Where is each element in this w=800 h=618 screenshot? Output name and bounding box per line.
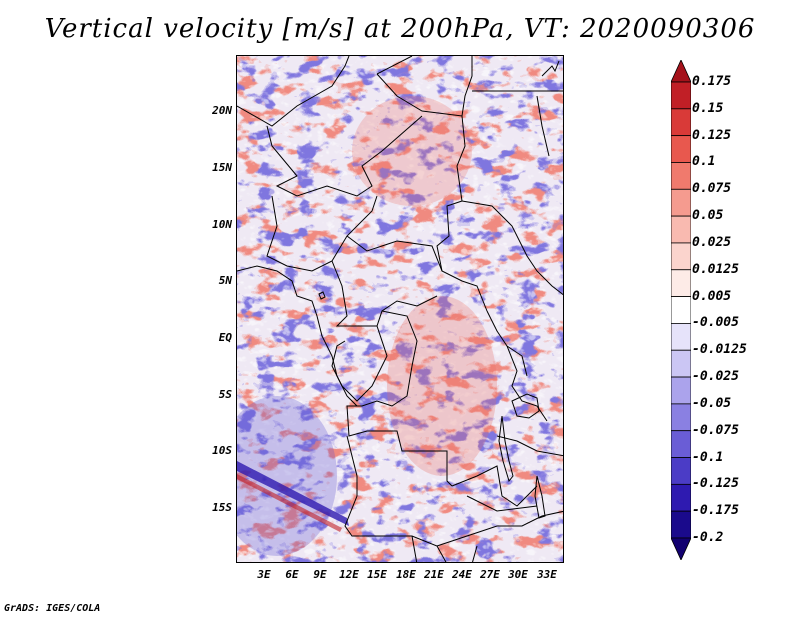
lon-label-18e: 18E bbox=[396, 568, 416, 581]
lon-label-3e: 3E bbox=[257, 568, 271, 581]
lat-label-eq: EQ bbox=[218, 331, 232, 344]
colorbar-label: 0.15 bbox=[692, 100, 724, 116]
colorbar-band bbox=[671, 215, 691, 244]
map-title: Vertical velocity [m/s] at 200hPa, VT: 2… bbox=[44, 14, 756, 44]
colorbar-label: -0.0125 bbox=[692, 342, 747, 358]
velocity-field bbox=[237, 56, 563, 562]
map-plot-area[interactable] bbox=[236, 55, 564, 563]
lat-label-5n: 5N bbox=[218, 274, 232, 287]
lon-label-24e: 24E bbox=[452, 568, 472, 581]
grads-credit: GrADS: IGES/COLA bbox=[4, 603, 101, 614]
lon-label-21e: 21E bbox=[424, 568, 444, 581]
colorbar-label: 0.125 bbox=[692, 127, 732, 143]
colorbar-band bbox=[671, 296, 691, 324]
colorbar-label: -0.125 bbox=[692, 476, 739, 492]
colorbar-band bbox=[671, 242, 691, 271]
lat-label-5s: 5S bbox=[218, 388, 232, 401]
colorbar-label: 0.05 bbox=[692, 208, 724, 224]
colorbar-band bbox=[671, 269, 691, 297]
red-region-central bbox=[387, 296, 497, 476]
lat-label-10n: 10N bbox=[212, 218, 232, 231]
lake-malawi bbox=[534, 475, 546, 519]
border-sahara bbox=[237, 56, 350, 127]
colorbar-band bbox=[671, 81, 691, 110]
colorbar-label: -0.025 bbox=[692, 369, 739, 385]
lat-label-15n: 15N bbox=[212, 161, 232, 174]
colorbar-label: 0.175 bbox=[692, 74, 732, 89]
red-streak bbox=[237, 474, 342, 532]
lat-label-20n: 20N bbox=[212, 104, 232, 117]
lon-label-27e: 27E bbox=[480, 568, 500, 581]
field-fine-noise bbox=[237, 56, 563, 562]
lat-label-10s: 10S bbox=[212, 444, 232, 457]
colorbar-label: 0.075 bbox=[692, 181, 732, 197]
border-zambia bbox=[451, 465, 538, 512]
colorbar-label: -0.175 bbox=[692, 503, 739, 519]
colorbar-top-arrow bbox=[671, 60, 691, 83]
lat-label-15s: 15S bbox=[212, 501, 232, 514]
colorbar-label: 0.0125 bbox=[692, 261, 739, 277]
colorbar-band bbox=[671, 135, 691, 163]
colorbar bbox=[671, 60, 691, 560]
border-botswana bbox=[411, 535, 478, 562]
colorbar-band bbox=[671, 483, 691, 512]
colorbar-label: -0.2 bbox=[692, 530, 724, 545]
colorbar-band bbox=[671, 349, 691, 378]
colorbar-band bbox=[671, 323, 691, 351]
colorbar-label: 0.005 bbox=[692, 288, 732, 304]
border-zimbabwe bbox=[436, 510, 563, 547]
colorbar-band bbox=[671, 188, 691, 217]
lon-label-6e: 6E bbox=[285, 568, 299, 581]
border-congo bbox=[331, 325, 388, 402]
border-tanzania bbox=[496, 435, 563, 457]
lon-label-15e: 15E bbox=[367, 568, 387, 581]
colorbar-label: -0.05 bbox=[692, 395, 732, 411]
border-nigeria bbox=[266, 195, 378, 272]
island-bioko bbox=[318, 291, 326, 300]
nile bbox=[536, 95, 550, 157]
colorbar-band bbox=[671, 457, 691, 485]
border-coast-west bbox=[237, 265, 358, 407]
sinai-coast bbox=[541, 60, 560, 77]
colorbar-band bbox=[671, 403, 691, 432]
border-angola bbox=[344, 435, 447, 562]
colorbar-band bbox=[671, 376, 691, 405]
border-drc bbox=[346, 310, 453, 487]
country-borders bbox=[237, 56, 563, 562]
colorbar-label: 0.1 bbox=[692, 154, 716, 170]
lake-victoria bbox=[511, 393, 540, 419]
colorbar-band bbox=[671, 108, 691, 137]
colorbar-band bbox=[671, 162, 691, 190]
border-car bbox=[346, 235, 488, 312]
lake-tanganyika bbox=[498, 415, 514, 483]
colorbar-label: -0.1 bbox=[692, 449, 724, 465]
border-niger-chad bbox=[266, 115, 423, 197]
colorbar-label: -0.005 bbox=[692, 315, 739, 331]
lon-label-33e: 33E bbox=[537, 568, 557, 581]
blue-streak bbox=[237, 461, 349, 526]
colorbar-band bbox=[671, 430, 691, 458]
colorbar-bottom-arrow bbox=[671, 537, 691, 560]
red-region-sahara bbox=[352, 96, 472, 206]
colorbar-label: -0.075 bbox=[692, 422, 739, 438]
colorbar-band bbox=[671, 510, 691, 539]
border-chad-sudan bbox=[436, 115, 466, 272]
lon-label-12e: 12E bbox=[339, 568, 359, 581]
lon-label-9e: 9E bbox=[313, 568, 327, 581]
border-east bbox=[461, 200, 563, 296]
colorbar-label: 0.025 bbox=[692, 234, 732, 250]
lon-label-30e: 30E bbox=[508, 568, 528, 581]
